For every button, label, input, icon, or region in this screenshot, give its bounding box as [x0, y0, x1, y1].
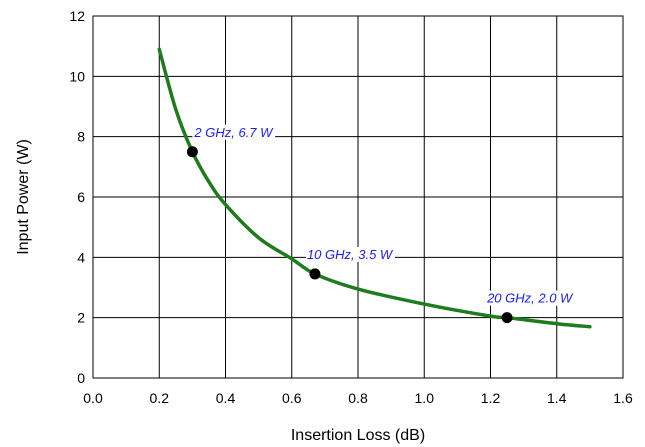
- x-tick-label: 1.2: [481, 390, 501, 406]
- y-tick-label: 6: [77, 189, 85, 205]
- x-tick-label: 0.6: [282, 390, 302, 406]
- grid: [92, 15, 624, 379]
- y-axis-title: Input Power (W): [15, 139, 32, 255]
- data-point-marker: [186, 146, 198, 158]
- y-tick-label: 10: [69, 68, 85, 84]
- x-tick-label: 1.4: [547, 390, 567, 406]
- tick-labels: 0.0 0.2 0.4 0.6 0.8 1.0 1.2 1.4 1.6 0 2 4 6 8 10 12: [69, 8, 633, 406]
- x-tick-label: 0.2: [150, 390, 170, 406]
- point-label-background: [305, 246, 395, 262]
- point-label: 20 GHz, 2.0 W: [486, 291, 574, 306]
- point-label-background: [192, 124, 276, 140]
- x-tick-label: 1.0: [415, 390, 435, 406]
- data-point-marker: [309, 268, 321, 280]
- data-point-marker: [501, 312, 513, 324]
- x-tick-label: 0.4: [216, 390, 236, 406]
- plot-frame: [92, 15, 624, 379]
- x-tick-label: 0.8: [348, 390, 368, 406]
- y-tick-label: 4: [77, 249, 85, 265]
- y-tick-label: 0: [77, 370, 85, 386]
- point-label-background: [485, 290, 576, 306]
- x-axis-title: Insertion Loss (dB): [291, 427, 425, 444]
- y-tick-label: 8: [77, 129, 85, 145]
- y-tick-label: 2: [77, 310, 85, 326]
- y-tick-label: 12: [69, 8, 85, 24]
- point-label: 10 GHz, 3.5 W: [307, 247, 394, 262]
- annotations: 2 GHz, 6.7 W 10 GHz, 3.5 W 20 GHz, 2.0 W: [186, 124, 576, 324]
- point-label: 2 GHz, 6.7 W: [193, 125, 274, 140]
- x-tick-label: 1.6: [613, 390, 633, 406]
- x-tick-label: 0.0: [83, 390, 103, 406]
